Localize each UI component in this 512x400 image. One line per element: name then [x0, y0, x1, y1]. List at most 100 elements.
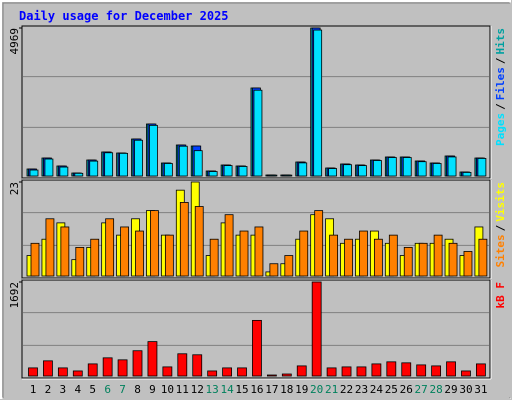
bar — [89, 160, 99, 177]
bar — [239, 230, 249, 277]
x-tick-label: 7 — [119, 383, 126, 396]
legend-entry: Files — [494, 67, 507, 100]
bar — [403, 246, 413, 277]
bar — [431, 365, 442, 377]
bar — [147, 341, 158, 377]
x-tick-label: 15 — [235, 383, 248, 396]
y-tick-label: 4969 — [8, 28, 21, 55]
bar — [326, 367, 337, 377]
bar — [387, 157, 397, 177]
bar — [344, 238, 353, 277]
bar — [164, 234, 174, 277]
bar — [299, 230, 309, 277]
bar — [252, 319, 262, 377]
bar — [313, 29, 323, 177]
bar — [134, 139, 143, 177]
bar — [75, 246, 85, 277]
x-tick-label: 13 — [206, 383, 219, 396]
bar — [72, 370, 83, 377]
legend-entry: Visits — [494, 182, 507, 222]
x-tick-label: 23 — [355, 383, 368, 396]
x-tick-label: 25 — [385, 383, 398, 396]
x-tick-label: 1 — [30, 383, 37, 396]
bar — [30, 242, 40, 277]
bar — [163, 163, 173, 177]
y-tick-label: 1692 — [8, 282, 21, 309]
bar — [224, 214, 234, 277]
bar — [162, 366, 173, 377]
bar — [177, 353, 188, 377]
legend-separator: / — [494, 103, 507, 110]
bar — [417, 161, 427, 177]
x-tick-label: 12 — [191, 383, 204, 396]
legend: Sites / Visits — [494, 182, 507, 268]
x-tick-label: 8 — [134, 383, 141, 396]
x-tick-label: 21 — [325, 383, 338, 396]
bar — [43, 360, 53, 377]
bar — [446, 361, 456, 377]
bar — [296, 365, 307, 377]
bar — [253, 89, 263, 177]
bar — [298, 162, 308, 177]
bar — [477, 158, 487, 177]
x-tick-label: 16 — [250, 383, 263, 396]
bar — [402, 157, 412, 177]
bar — [44, 158, 54, 177]
bar — [461, 370, 471, 377]
bar — [388, 234, 398, 277]
bar — [179, 202, 189, 277]
bar — [311, 281, 322, 377]
bar — [447, 156, 457, 177]
bar — [132, 350, 143, 377]
legend-entry: Sites — [494, 234, 507, 267]
bar — [59, 166, 69, 177]
bar — [104, 152, 114, 177]
x-tick-label: 19 — [295, 383, 308, 396]
bar — [119, 152, 128, 177]
x-tick-label: 5 — [89, 383, 96, 396]
bar — [401, 362, 412, 377]
x-tick-label: 29 — [444, 383, 457, 396]
bar — [359, 230, 368, 277]
x-tick-label: 30 — [459, 383, 472, 396]
x-tick-label: 4 — [74, 383, 81, 396]
bar — [269, 263, 279, 277]
bar — [102, 357, 113, 377]
bar — [45, 218, 55, 277]
bar — [209, 238, 219, 277]
bar — [372, 160, 382, 177]
bar — [222, 367, 232, 377]
bar — [314, 210, 324, 277]
bar — [207, 370, 218, 377]
bar — [266, 374, 277, 377]
bar — [478, 238, 488, 277]
x-tick-label: 27 — [415, 383, 428, 396]
bar — [371, 363, 382, 377]
bar — [432, 163, 442, 177]
legend-separator: / — [494, 224, 507, 231]
bar — [178, 145, 188, 177]
bar — [105, 218, 115, 277]
bar — [74, 172, 84, 177]
bar — [268, 174, 278, 177]
x-tick-label: 10 — [161, 383, 174, 396]
legend-entry: Pages — [494, 113, 507, 146]
bar — [343, 164, 352, 177]
bar — [150, 210, 159, 277]
legend-entry: kB F — [494, 282, 507, 309]
bar — [29, 169, 39, 177]
bar — [475, 363, 486, 377]
x-tick-label: 2 — [45, 383, 52, 396]
bar — [462, 172, 472, 177]
bar — [328, 168, 338, 177]
bar — [386, 361, 397, 377]
x-tick-label: 28 — [429, 383, 442, 396]
legend-entry: Hits — [494, 28, 507, 55]
bar — [238, 166, 248, 177]
x-tick-label: 11 — [176, 383, 189, 396]
legend: Pages / Files / Hits — [494, 28, 507, 146]
x-tick-label: 31 — [474, 383, 487, 396]
bar — [284, 255, 294, 277]
